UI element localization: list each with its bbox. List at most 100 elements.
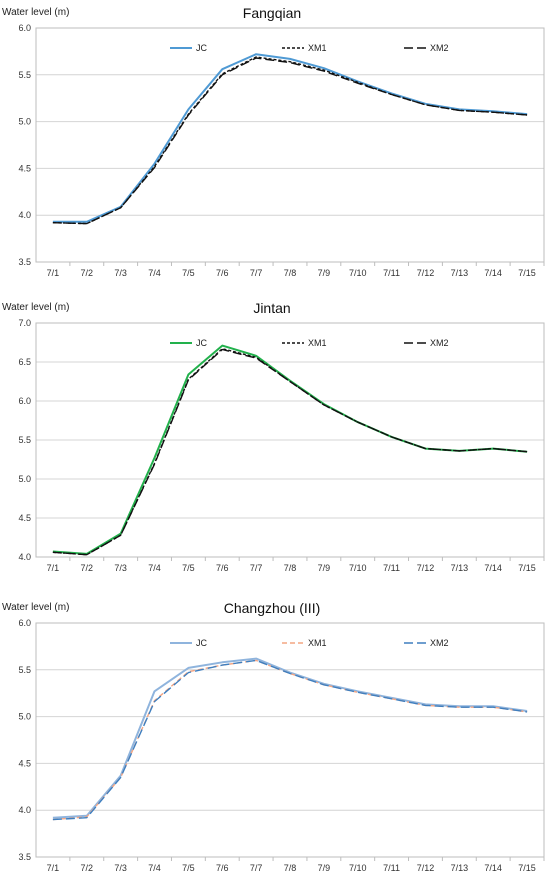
x-tick-label: 7/10 — [349, 268, 367, 278]
plot-frame — [35, 27, 545, 263]
series-line-xm2 — [52, 659, 528, 821]
data-point-xm2 — [187, 379, 189, 381]
data-point-xm2 — [86, 553, 88, 555]
x-tick-label: 7/9 — [318, 268, 331, 278]
x-tick-label: 7/7 — [250, 563, 263, 573]
legend-label-jc: JC — [196, 338, 208, 348]
data-point-xm2 — [390, 698, 392, 700]
x-tick-label: 7/12 — [417, 563, 435, 573]
y-tick-label: 3.5 — [18, 852, 31, 862]
chart-title: Changzhou (III) — [224, 600, 321, 616]
data-point-xm2 — [458, 109, 460, 111]
x-tick-label: 7/3 — [114, 268, 127, 278]
data-point-xm2 — [357, 421, 359, 423]
data-point-xm2 — [187, 114, 189, 116]
series-line-jc — [52, 344, 528, 555]
data-point-xm2 — [221, 74, 223, 76]
y-axis-label: Water level (m) — [2, 7, 69, 18]
plot-frame — [35, 622, 545, 858]
chart-panel-fangqian: 3.5 4.0 4.5 5.0 5.5 6.0 7/1 7/2 7/3 7/4 7/5 7/6 7/7 7… — [0, 0, 550, 290]
series-line-jc — [52, 657, 528, 819]
x-tick-label: 7/12 — [417, 863, 435, 873]
legend-label-xm2: XM2 — [430, 43, 449, 53]
x-tick-label: 7/1 — [47, 563, 60, 573]
data-point-jc — [187, 373, 189, 375]
y-tick-label: 4.5 — [18, 513, 31, 523]
data-point-xm2 — [221, 348, 223, 350]
series-line-xm1 — [52, 659, 528, 821]
y-tick-label: 4.5 — [18, 163, 31, 173]
data-point-xm2 — [289, 672, 291, 674]
x-tick-label: 7/12 — [417, 268, 435, 278]
x-tick-label: 7/1 — [47, 268, 60, 278]
data-point-jc — [187, 108, 189, 110]
x-tick-label: 7/5 — [182, 863, 195, 873]
x-tick-label: 7/9 — [318, 863, 331, 873]
legend-label-xm2: XM2 — [430, 638, 449, 648]
data-point-jc — [289, 58, 291, 60]
x-tick-label: 7/13 — [451, 268, 469, 278]
data-point-xm2 — [390, 93, 392, 95]
series-line-jc — [52, 53, 528, 223]
data-point-xm2 — [357, 82, 359, 84]
x-tick-label: 7/13 — [451, 563, 469, 573]
x-tick-label: 7/2 — [81, 863, 94, 873]
x-tick-label: 7/8 — [284, 563, 297, 573]
x-tick-label: 7/2 — [81, 563, 94, 573]
x-tick-label: 7/8 — [284, 863, 297, 873]
x-tick-label: 7/10 — [349, 563, 367, 573]
data-point-xm2 — [323, 404, 325, 406]
data-point-jc — [153, 690, 155, 692]
data-point-xm2 — [52, 221, 54, 223]
x-tick-label: 7/4 — [148, 863, 161, 873]
legend-label-jc: JC — [196, 638, 208, 648]
y-tick-label: 4.0 — [18, 552, 31, 562]
chart-title: Fangqian — [243, 5, 301, 21]
y-tick-label: 5.0 — [18, 117, 31, 127]
series-line-xm2 — [52, 57, 528, 225]
y-axis-label: Water level (m) — [2, 602, 69, 613]
x-tick-label: 7/2 — [81, 268, 94, 278]
data-point-xm2 — [221, 664, 223, 666]
x-tick-label: 7/3 — [114, 563, 127, 573]
x-tick-label: 7/15 — [518, 268, 536, 278]
data-point-xm2 — [255, 659, 257, 661]
data-point-xm2 — [289, 61, 291, 63]
x-tick-label: 7/1 — [47, 863, 60, 873]
data-point-xm2 — [526, 451, 528, 453]
x-tick-label: 7/11 — [383, 268, 400, 278]
x-tick-label: 7/14 — [484, 268, 502, 278]
line-chart-changzhou: 3.5 4.0 4.5 5.0 5.5 6.0 7/1 7/2 7/3 7/4 7/5 7/6 7/7 7… — [2, 600, 545, 873]
line-chart-jintan: 4.0 4.5 5.0 5.5 6.0 6.5 7.0 7/1 7/2 7/3 7/4 7/5 7/6 7… — [2, 300, 545, 573]
data-point-xm2 — [458, 450, 460, 452]
data-point-jc — [255, 53, 257, 55]
data-point-xm2 — [424, 447, 426, 449]
legend-label-xm1: XM1 — [308, 338, 327, 348]
x-tick-label: 7/13 — [451, 863, 469, 873]
data-point-xm2 — [357, 691, 359, 693]
data-point-xm2 — [119, 534, 121, 536]
chart-panel-changzhou: 3.5 4.0 4.5 5.0 5.5 6.0 7/1 7/2 7/3 7/4 7/5 7/6 7/7 7… — [0, 595, 550, 885]
data-point-xm2 — [424, 104, 426, 106]
data-point-xm2 — [187, 671, 189, 673]
data-point-jc — [153, 457, 155, 459]
data-point-xm2 — [492, 706, 494, 708]
data-point-xm2 — [458, 706, 460, 708]
y-tick-label: 7.0 — [18, 318, 31, 328]
data-point-xm2 — [86, 816, 88, 818]
y-tick-label: 5.0 — [18, 474, 31, 484]
data-point-xm2 — [86, 222, 88, 224]
y-tick-label: 5.0 — [18, 712, 31, 722]
x-tick-label: 7/15 — [518, 563, 536, 573]
x-tick-label: 7/11 — [383, 563, 400, 573]
legend-label-xm2: XM2 — [430, 338, 449, 348]
x-tick-label: 7/8 — [284, 268, 297, 278]
data-point-xm2 — [255, 357, 257, 359]
y-axis-label: Water level (m) — [2, 302, 69, 313]
y-tick-label: 5.5 — [18, 435, 31, 445]
data-point-xm2 — [153, 700, 155, 702]
data-point-xm2 — [119, 207, 121, 209]
x-tick-label: 7/4 — [148, 563, 161, 573]
x-tick-label: 7/5 — [182, 563, 195, 573]
x-tick-label: 7/9 — [318, 563, 331, 573]
